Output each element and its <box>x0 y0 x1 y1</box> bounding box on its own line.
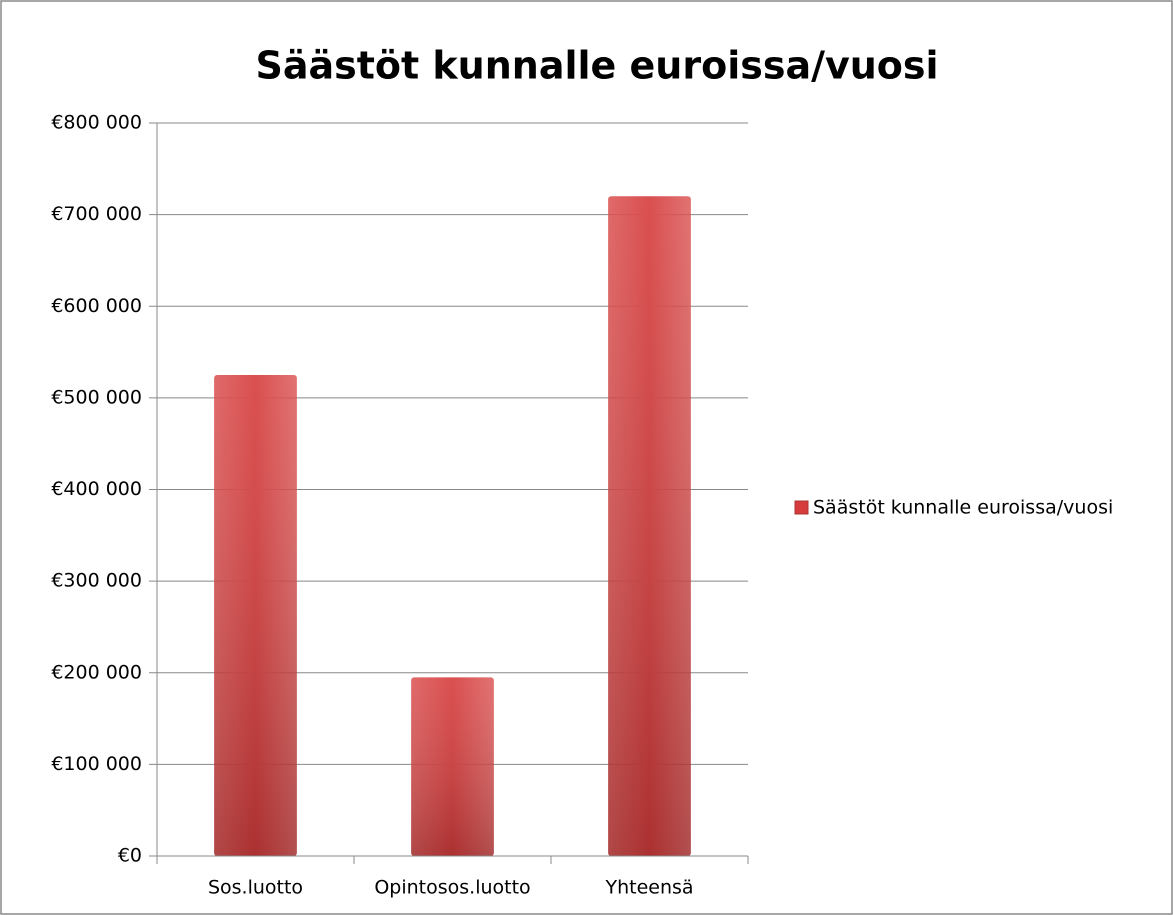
y-tick-label: €400 000 <box>51 478 142 500</box>
bar-shade <box>608 196 691 857</box>
y-tick-label: €200 000 <box>51 661 142 683</box>
bar-shade <box>411 677 494 856</box>
y-tick-label: €100 000 <box>51 753 142 775</box>
legend-label: Säästöt kunnalle euroissa/vuosi <box>813 497 1113 519</box>
y-tick-label: €300 000 <box>51 570 142 592</box>
y-tick-label: €500 000 <box>51 386 142 408</box>
y-tick-label: €700 000 <box>51 203 142 225</box>
bar-shade <box>214 374 297 856</box>
x-tick-label: Yhteensä <box>604 877 693 899</box>
x-tick-label: Sos.luotto <box>208 877 303 899</box>
y-tick-label: €0 <box>118 845 142 867</box>
x-tick-label: Opintosos.luotto <box>374 877 530 899</box>
y-tick-label: €800 000 <box>51 112 142 134</box>
chart-title: Säästöt kunnalle euroissa/vuosi <box>255 44 938 88</box>
y-tick-label: €600 000 <box>51 295 142 317</box>
legend-swatch <box>794 500 809 515</box>
